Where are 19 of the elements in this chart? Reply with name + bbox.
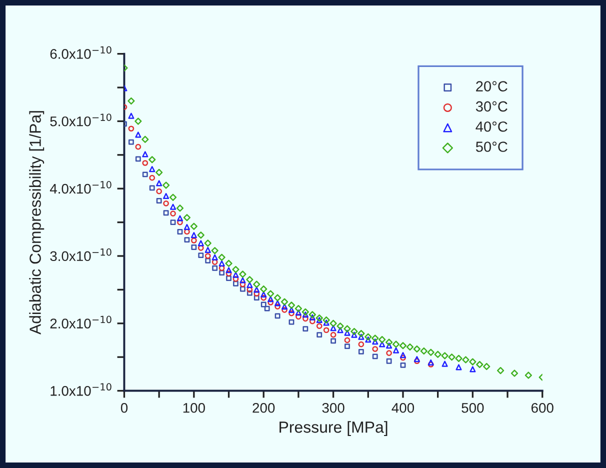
y-tick-label: 3.0x10$^{−10}$ <box>50 248 112 262</box>
y-tick-label: 4.0x10$^{−10}$ <box>50 181 112 194</box>
x-tick-label: 100 <box>183 402 205 413</box>
legend-label: 20°C <box>476 81 508 92</box>
x-tick-label: 400 <box>392 402 414 413</box>
legend-label: 40°C <box>476 121 508 132</box>
x-tick-label: 600 <box>531 402 554 413</box>
x-tick-label: 500 <box>462 402 484 413</box>
y-tick-label: 1.0x10$^{−10}$ <box>50 383 112 396</box>
legend-label: 30°C <box>476 101 508 112</box>
y-tick-label: 2.0x10$^{−10}$ <box>50 316 112 328</box>
x-tick-label: 300 <box>322 402 344 413</box>
y-tick-label: 5.0x10$^{−10}$ <box>50 114 112 126</box>
y-tick-label: 6.0x10$^{−10}$ <box>50 46 112 59</box>
x-axis-title: Pressure [MPa] <box>280 421 388 436</box>
y-axis-title: Adiabatic Compressibility [1/Pa] <box>29 111 44 335</box>
x-tick-label: 200 <box>252 402 275 413</box>
legend-label: 50°C <box>476 142 508 152</box>
x-tick-label: 0 <box>120 402 128 413</box>
